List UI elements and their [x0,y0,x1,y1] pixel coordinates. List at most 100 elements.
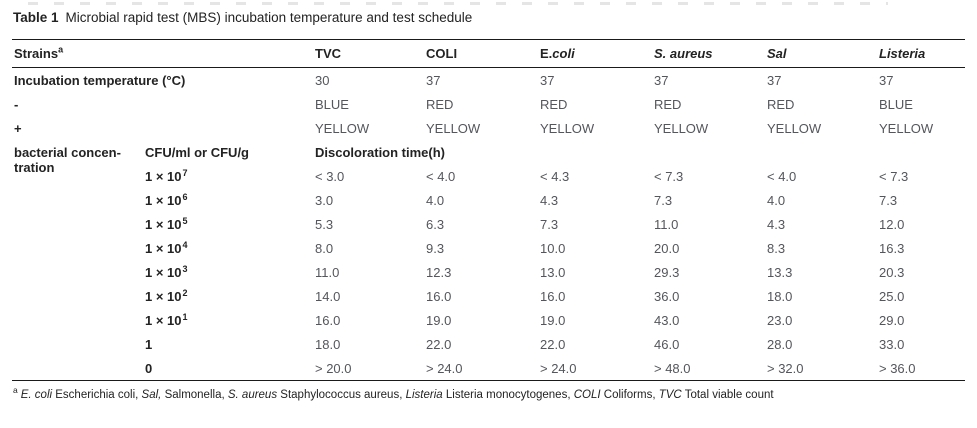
row-label: Incubation temperature (°C) [14,73,186,88]
cell-value: 9.3 [426,241,445,256]
cell-value: 7.3 [654,193,673,208]
cell-value: 36.0 [654,289,680,304]
cell-value: 14.0 [315,289,341,304]
cell-value: RED [654,97,682,112]
concentration-label: 1 × 101 [143,308,313,332]
cell-value: 8.0 [315,241,334,256]
cell-value: 16.0 [426,289,452,304]
cell-value: YELLOW [879,121,934,136]
cell-value: YELLOW [767,121,822,136]
table-row: 1 × 107 < 3.0 < 4.0 < 4.3 < 7.3 < 4.0 < 7.3 [12,164,965,188]
header-row: Strainsa TVC COLI E.coli S. aureus Sal Lister… [12,40,965,68]
cell-value: 43.0 [654,313,680,328]
table-row: 0 > 20.0 > 24.0 > 24.0 > 48.0 > 32.0 > 36.0 [12,356,965,381]
concentration-exponent: 6 [182,191,188,202]
row-label: + [14,121,22,136]
cell-value: RED [426,97,454,112]
cell-value: 16.0 [540,289,566,304]
label-line: tration [14,160,55,175]
cell-value: 4.0 [767,193,786,208]
concentration-exponent: 3 [182,263,188,274]
column-header: S. aureus [652,40,765,68]
column-header: COLI [424,40,538,68]
concentration-label: 1 × 103 [143,260,313,284]
cell-value: < 3.0 [315,169,345,184]
cell-value: 30 [315,73,330,88]
cell-value: 19.0 [540,313,566,328]
cell-value: < 4.3 [540,169,570,184]
cell-value: 5.3 [315,217,334,232]
cell-value: < 4.0 [767,169,797,184]
cell-value: 37 [767,73,782,88]
cell-value: BLUE [315,97,349,112]
table-number-label: Table 1 [13,10,59,25]
concentration-exponent: 2 [182,287,188,298]
column-header-text: TVC [315,46,341,61]
column-header: Sal [765,40,877,68]
concentration-label: 1 × 106 [143,188,313,212]
cell-value: RED [540,97,568,112]
concentration-label: 1 × 102 [143,284,313,308]
column-header-text: Listeria [879,46,926,61]
cell-value: 11.0 [315,265,340,280]
cell-value: 18.0 [315,337,341,352]
column-header-text: Sal [767,46,787,61]
cell-value: 16.0 [315,313,341,328]
strains-label: Strains [14,46,59,61]
table-caption: Microbial rapid test (MBS) incubation te… [65,10,473,25]
bacterial-concentration-label: bacterial concen-tration [12,140,143,381]
cell-value: > 36.0 [879,361,916,376]
cell-value: 4.3 [767,217,786,232]
table-row: - BLUE RED RED RED RED BLUE [12,92,965,116]
cell-value: YELLOW [654,121,709,136]
cell-value: 46.0 [654,337,680,352]
table-row: 1 × 103 11.0 12.3 13.0 29.3 13.3 20.3 [12,260,965,284]
cell-value: 37 [426,73,441,88]
cell-value: 37 [540,73,555,88]
footnote-segment: Escherichia coli, [52,389,142,401]
table-row: 1 × 106 3.0 4.0 4.3 7.3 4.0 7.3 [12,188,965,212]
cell-value: > 20.0 [315,361,352,376]
table-row: 1 × 105 5.3 6.3 7.3 11.0 4.3 12.0 [12,212,965,236]
cell-value: 19.0 [426,313,452,328]
cell-value: 4.3 [540,193,559,208]
footnote-segment: Listeria monocytogenes, [442,389,574,401]
column-header-text: COLI [426,46,458,61]
footnote-segment: TVC [658,389,682,401]
concentration-label: 0 [143,356,313,381]
concentration-exponent: 1 [182,311,188,322]
table-row: bacterial concen-tration CFU/ml or CFU/g D… [12,140,965,175]
cropped-text-remnant [28,2,888,5]
unit-header: CFU/ml or CFU/g [145,145,249,160]
cell-value: 3.0 [315,193,334,208]
cell-value: 4.0 [426,193,445,208]
cell-value: 13.0 [540,265,566,280]
cell-value: 33.0 [879,337,905,352]
footnote-segment: COLI [573,389,601,401]
cell-value: 10.0 [540,241,566,256]
column-header-text: E. [540,46,553,61]
concentration-base: 1 × 10 [145,313,182,328]
table-row: Incubation temperature (°C) 30 37 37 37 37 37 [12,68,965,93]
cell-value: 37 [654,73,669,88]
cell-value: > 24.0 [540,361,577,376]
cell-value: 28.0 [767,337,793,352]
concentration-base: 1 × 10 [145,265,182,280]
cell-value: 6.3 [426,217,445,232]
cell-value: 25.0 [879,289,905,304]
footnote-segment: Salmonella, [161,389,228,401]
label-line: bacterial concen- [14,145,121,160]
cell-value: > 48.0 [654,361,691,376]
cell-value: YELLOW [315,121,370,136]
footnote-segment: Listeria [405,389,443,401]
concentration-base: 1 [145,337,153,352]
table-row: 1 × 102 14.0 16.0 16.0 36.0 18.0 25.0 [12,284,965,308]
table-footnote: a E. coli Escherichia coli, Sal, Salmonel… [13,386,965,403]
footnote-segment: S. aureus [227,389,278,401]
cell-value: 7.3 [540,217,559,232]
table-row: 1 × 101 16.0 19.0 19.0 43.0 23.0 29.0 [12,308,965,332]
table-body: Incubation temperature (°C) 30 37 37 37 37 37-… [12,68,965,381]
cell-value: YELLOW [540,121,595,136]
concentration-base: 1 × 10 [145,217,182,232]
